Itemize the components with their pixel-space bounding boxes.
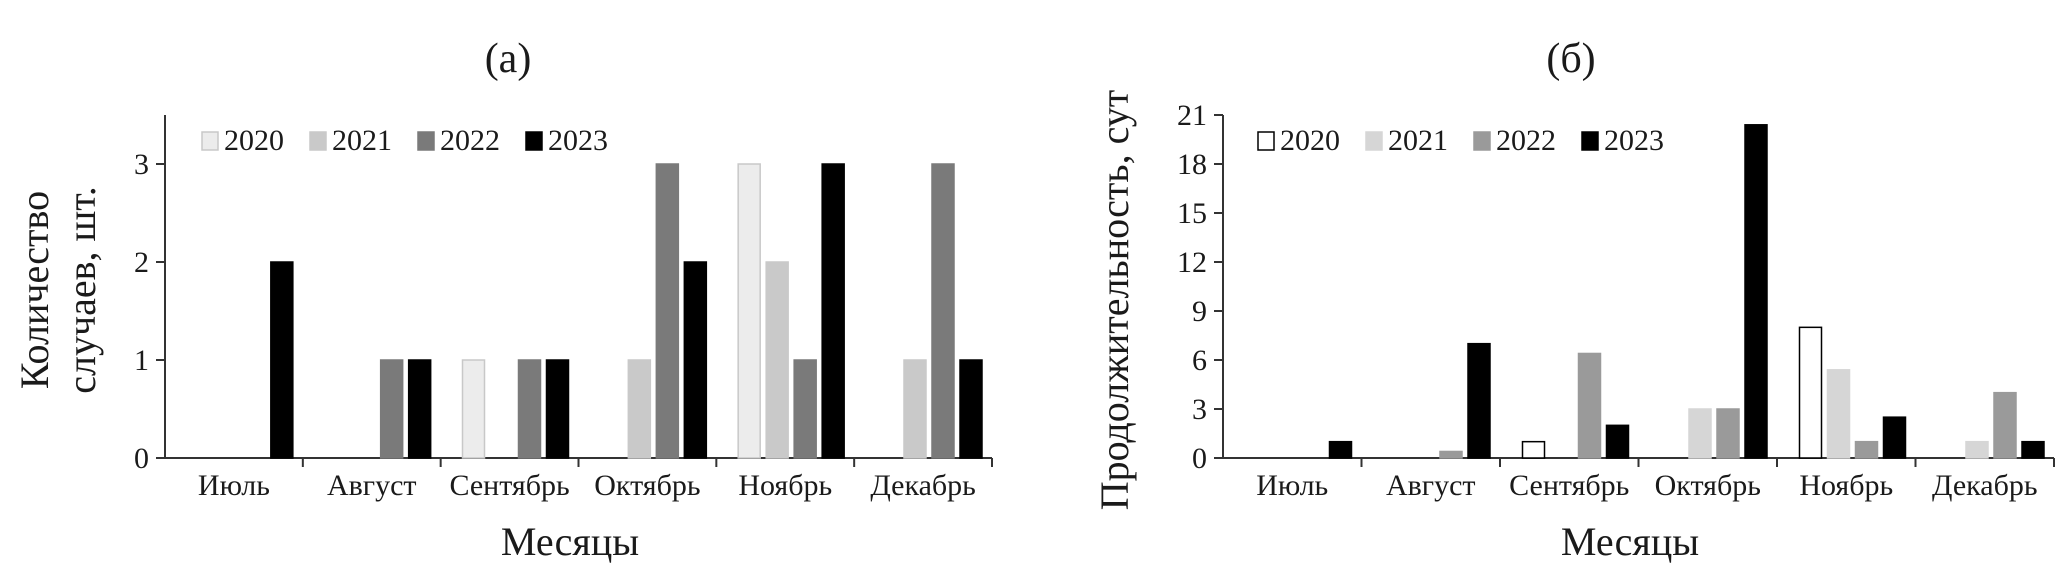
bar-2021-Октябрь xyxy=(627,359,652,459)
bar-2022-Август xyxy=(1439,450,1463,459)
bar-2023-Июль xyxy=(1328,440,1353,459)
bar-2023-Декабрь xyxy=(959,359,983,459)
x-tick-label: Июль xyxy=(198,469,270,502)
bar-2021-Ноябрь xyxy=(1826,369,1851,459)
y-tick-label: 0 xyxy=(134,442,149,475)
legend-swatch xyxy=(1365,131,1383,151)
x-tick-label: Август xyxy=(1386,469,1476,502)
y-tick-label: 3 xyxy=(1192,393,1207,426)
x-tick-label: Ноябрь xyxy=(1799,469,1893,502)
legend-label: 2022 xyxy=(1496,124,1556,157)
legend-label: 2021 xyxy=(332,124,392,157)
y-tick-label: 6 xyxy=(1192,344,1207,377)
x-tick-label: Ноябрь xyxy=(738,469,832,502)
bar-2021-Октябрь xyxy=(1688,408,1712,459)
x-tick-label: Декабрь xyxy=(1932,469,2038,502)
bar-2021-Декабрь xyxy=(1965,440,1989,459)
bar-2023-Август xyxy=(1467,342,1491,459)
y-axis-title: случаев, шт. xyxy=(59,186,104,394)
bar-2023-Июль xyxy=(270,261,294,459)
bar-2020-Сентябрь xyxy=(461,359,486,459)
y-tick-label: 15 xyxy=(1177,197,1207,230)
legend-swatch xyxy=(201,131,219,151)
legend-swatch xyxy=(1581,131,1599,151)
panel-title: (а) xyxy=(485,36,532,82)
legend-label: 2020 xyxy=(1280,124,1340,157)
legend-swatch xyxy=(309,131,327,151)
y-tick-label: 1 xyxy=(134,344,149,377)
x-axis-title: Месяцы xyxy=(501,519,639,564)
bar-2022-Октябрь xyxy=(1716,408,1740,459)
bar-2022-Ноябрь xyxy=(793,359,817,459)
legend-label: 2022 xyxy=(440,124,500,157)
bar-2022-Декабрь xyxy=(1993,391,2017,459)
x-tick-label: Сентябрь xyxy=(449,469,569,502)
y-axis-title: Количество xyxy=(12,191,57,389)
legend-label: 2021 xyxy=(1388,124,1448,157)
bar-2022-Декабрь xyxy=(931,163,955,459)
bar-2020-Сентябрь xyxy=(1521,440,1546,459)
legend-swatch xyxy=(417,131,435,151)
bar-2021-Декабрь xyxy=(903,359,927,459)
legend-label: 2023 xyxy=(1604,124,1664,157)
legend-swatch xyxy=(1473,131,1491,151)
legend-label: 2023 xyxy=(548,124,608,157)
y-axis-title: Продолжительность, сут xyxy=(1092,90,1137,511)
bar-2022-Сентябрь xyxy=(1577,352,1602,459)
panel-a-bar-chart: (а) Количество случаев, шт. Месяцы 0 1 2 3 Июль А… xyxy=(12,36,993,564)
y-tick-label: 12 xyxy=(1177,246,1207,279)
y-tick-label: 2 xyxy=(134,246,149,279)
x-tick-label: Июль xyxy=(1256,469,1328,502)
bar-2023-Декабрь xyxy=(2021,440,2045,459)
panel-b-bar-chart: (б) Продолжительность, сут Месяцы 0 3 6 9 12 15 1… xyxy=(1092,36,2055,564)
bar-2023-Август xyxy=(407,359,432,459)
y-tick-label: 21 xyxy=(1177,99,1207,132)
bar-2022-Сентябрь xyxy=(517,359,542,459)
y-tick-label: 9 xyxy=(1192,295,1207,328)
x-axis-title: Месяцы xyxy=(1561,519,1699,564)
bar-2023-Ноябрь xyxy=(1882,416,1907,459)
legend-label: 2020 xyxy=(224,124,284,157)
bar-2023-Октябрь xyxy=(683,261,708,459)
bar-2020-Ноябрь xyxy=(737,163,761,459)
bar-2022-Ноябрь xyxy=(1854,440,1879,459)
bar-2020-Ноябрь xyxy=(1798,326,1823,459)
legend-swatch xyxy=(525,131,543,151)
bar-2022-Август xyxy=(379,359,404,459)
x-tick-label: Август xyxy=(327,469,417,502)
bar-2023-Октябрь xyxy=(1744,124,1768,459)
y-tick-label: 0 xyxy=(1192,442,1207,475)
x-tick-label: Октябрь xyxy=(1655,469,1761,502)
bar-2023-Ноябрь xyxy=(821,163,845,459)
bar-2022-Октябрь xyxy=(655,163,680,459)
x-tick-label: Октябрь xyxy=(594,469,700,502)
y-tick-label: 18 xyxy=(1177,148,1207,181)
x-tick-label: Декабрь xyxy=(870,469,976,502)
y-tick-label: 3 xyxy=(134,148,149,181)
bar-2021-Ноябрь xyxy=(765,261,789,459)
bar-2023-Сентябрь xyxy=(1605,424,1630,459)
panel-title: (б) xyxy=(1546,36,1595,82)
bar-2023-Сентябрь xyxy=(545,359,570,459)
x-tick-label: Сентябрь xyxy=(1509,469,1629,502)
legend-swatch xyxy=(1257,131,1275,151)
